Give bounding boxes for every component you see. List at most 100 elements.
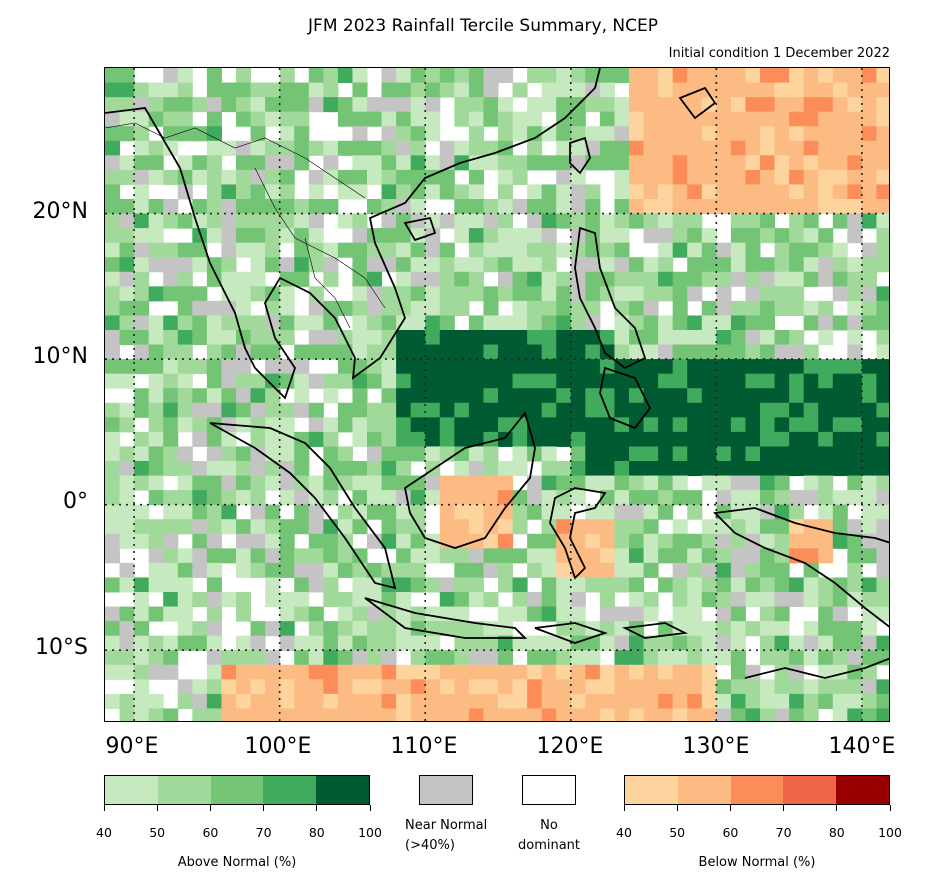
grid-cell <box>294 82 310 98</box>
below-tick-label: 100 <box>878 825 902 840</box>
grid-cell <box>265 650 281 666</box>
grid-cell <box>483 111 499 127</box>
grid-cell <box>410 271 426 287</box>
grid-cell <box>716 315 732 331</box>
grid-cell <box>265 388 281 404</box>
grid-cell <box>367 257 383 273</box>
grid-cell <box>643 679 659 695</box>
grid-cell <box>629 213 645 229</box>
grid-cell <box>716 155 732 171</box>
grid-cell <box>847 199 863 215</box>
grid-cell <box>134 519 150 535</box>
grid-cell <box>556 373 572 389</box>
grid-cell <box>396 82 412 98</box>
grid-cell <box>148 373 164 389</box>
grid-cell <box>468 373 484 389</box>
grid-cell <box>789 461 805 477</box>
grid-cell <box>454 519 470 535</box>
grid-cell <box>847 664 863 680</box>
grid-cell <box>265 242 281 258</box>
grid-cell <box>439 82 455 98</box>
grid-cell <box>265 431 281 447</box>
grid-cell <box>803 402 819 418</box>
grid-cell <box>570 650 586 666</box>
grid-cell <box>832 693 848 709</box>
grid-cell <box>716 548 732 564</box>
grid-cell <box>105 461 121 477</box>
grid-cell <box>410 562 426 578</box>
grid-cell <box>134 199 150 215</box>
grid-cell <box>803 68 819 84</box>
grid-cell <box>745 446 761 462</box>
grid-cell <box>774 664 790 680</box>
grid-cell <box>658 635 674 651</box>
grid-cell <box>716 650 732 666</box>
grid-cell <box>701 199 717 215</box>
grid-cell <box>789 373 805 389</box>
grid-cell <box>658 693 674 709</box>
grid-cell <box>745 490 761 506</box>
grid-cell <box>323 490 339 506</box>
grid-cell <box>381 199 397 215</box>
grid-cell <box>687 679 703 695</box>
grid-cell <box>119 126 135 142</box>
grid-cell <box>687 359 703 375</box>
grid-cell <box>847 679 863 695</box>
grid-cell <box>294 708 310 721</box>
grid-cell <box>774 155 790 171</box>
grid-cell <box>425 97 441 113</box>
grid-cell <box>498 213 514 229</box>
grid-cell <box>337 693 353 709</box>
grid-cell <box>760 271 776 287</box>
grid-cell <box>658 548 674 564</box>
grid-cell <box>687 664 703 680</box>
grid-cell <box>629 111 645 127</box>
grid-cell <box>599 431 615 447</box>
grid-cell <box>541 257 557 273</box>
grid-cell <box>585 504 601 520</box>
grid-cell <box>454 621 470 637</box>
grid-cell <box>643 155 659 171</box>
grid-cell <box>279 286 295 302</box>
grid-cell <box>512 373 528 389</box>
grid-cell <box>570 417 586 433</box>
grid-cell <box>454 504 470 520</box>
grid-cell <box>803 228 819 244</box>
grid-cell <box>498 271 514 287</box>
grid-cell <box>352 650 368 666</box>
grid-cell <box>556 548 572 564</box>
grid-cell <box>730 650 746 666</box>
grid-cell <box>541 431 557 447</box>
grid-cell <box>367 271 383 287</box>
grid-cell <box>876 577 889 593</box>
above-colorbar-segment <box>157 776 211 804</box>
grid-cell <box>192 504 208 520</box>
grid-cell <box>236 417 252 433</box>
grid-cell <box>614 562 630 578</box>
grid-cell <box>483 388 499 404</box>
grid-cell <box>498 606 514 622</box>
grid-cell <box>658 286 674 302</box>
grid-cell <box>701 592 717 608</box>
grid-cell <box>730 344 746 360</box>
grid-cell <box>498 490 514 506</box>
grid-cell <box>323 592 339 608</box>
grid-cell <box>148 519 164 535</box>
grid-cell <box>541 664 557 680</box>
grid-cell <box>541 271 557 287</box>
map-title: JFM 2023 Rainfall Tercile Summary, NCEP <box>308 16 658 36</box>
grid-cell <box>498 533 514 549</box>
grid-cell <box>556 169 572 185</box>
grid-cell <box>119 228 135 244</box>
grid-cell <box>556 140 572 156</box>
grid-cell <box>323 708 339 721</box>
grid-cell <box>454 693 470 709</box>
grid-cell <box>527 286 543 302</box>
grid-cell <box>629 635 645 651</box>
grid-cell <box>832 504 848 520</box>
grid-cell <box>148 693 164 709</box>
grid-cell <box>177 621 193 637</box>
grid-cell <box>279 402 295 418</box>
grid-cell <box>279 213 295 229</box>
grid-cell <box>745 315 761 331</box>
